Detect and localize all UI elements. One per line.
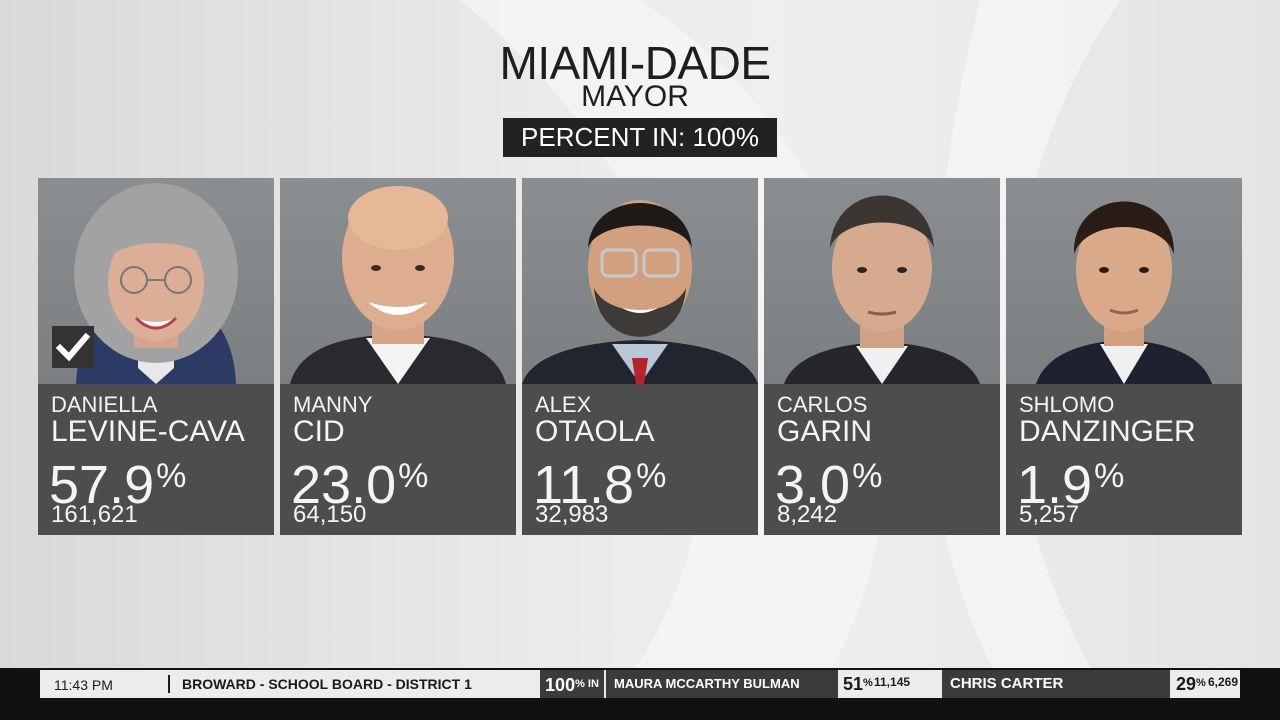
ticker-race: BROWARD - SCHOOL BOARD - DISTRICT 1 <box>182 676 472 692</box>
ticker-reporting: 100% IN <box>540 670 604 698</box>
candidate-photo <box>280 178 516 384</box>
candidate-last-name: CID <box>293 415 345 448</box>
candidate-first-name: MANNY <box>293 392 373 417</box>
candidate-photo <box>764 178 1000 384</box>
candidate-first-name: SHLOMO <box>1019 392 1115 417</box>
candidate-card: CARLOS GARIN 3.0% 8,242 <box>764 178 1000 535</box>
candidate-percent: 3.0% <box>775 455 883 515</box>
candidate-votes: 8,242 <box>777 501 838 528</box>
candidate-photo <box>1006 178 1242 384</box>
candidate-card: DANIELLA LEVINE-CAVA 57.9% 161,621 <box>38 178 274 535</box>
candidate-last-name: OTAOLA <box>535 415 655 448</box>
candidate-card: SHLOMO DANZINGER 1.9% 5,257 <box>1006 178 1242 535</box>
candidate-percent: 1.9% <box>1017 455 1125 515</box>
candidate-first-name: ALEX <box>535 392 592 417</box>
ticker-candidate-2-percent: 29% <box>1176 674 1206 694</box>
candidate-card: ALEX OTAOLA 11.8% 32,983 <box>522 178 758 535</box>
candidate-first-name: DANIELLA <box>51 392 158 417</box>
candidate-last-name: LEVINE-CAVA <box>51 415 245 448</box>
candidate-votes: 64,150 <box>293 501 367 528</box>
candidate-votes: 32,983 <box>535 501 609 528</box>
candidate-last-name: GARIN <box>777 415 873 448</box>
percent-in-badge: PERCENT IN: 100% <box>503 118 777 157</box>
ticker-candidate-2-votes: 6,269 <box>1208 675 1239 689</box>
candidate-percent: 23.0% <box>291 455 429 515</box>
ticker-time: 11:43 PM <box>54 677 113 693</box>
candidate-photo <box>522 178 758 384</box>
race-title: MIAMI-DADE <box>499 37 772 89</box>
ticker-divider <box>168 675 170 693</box>
race-subtitle: MAYOR <box>581 80 689 113</box>
winner-check-icon <box>52 326 94 368</box>
candidate-percent: 57.9% <box>49 455 187 515</box>
candidate-votes: 5,257 <box>1019 501 1080 528</box>
candidate-votes: 161,621 <box>51 501 138 528</box>
ticker-candidate-1-votes: 11,145 <box>874 675 911 689</box>
candidate-percent: 11.8% <box>533 455 667 515</box>
candidate-first-name: CARLOS <box>777 392 868 417</box>
ticker-candidate-2-name: CHRIS CARTER <box>942 670 1170 698</box>
results-ticker: 11:43 PM BROWARD - SCHOOL BOARD - DISTRI… <box>40 670 1240 698</box>
ticker-candidate-1-percent: 51% <box>843 674 873 694</box>
ticker-candidate-1-name: MAURA MCCARTHY BULMAN <box>606 670 838 698</box>
candidate-card: MANNY CID 23.0% 64,150 <box>280 178 516 535</box>
candidate-last-name: DANZINGER <box>1019 415 1196 448</box>
